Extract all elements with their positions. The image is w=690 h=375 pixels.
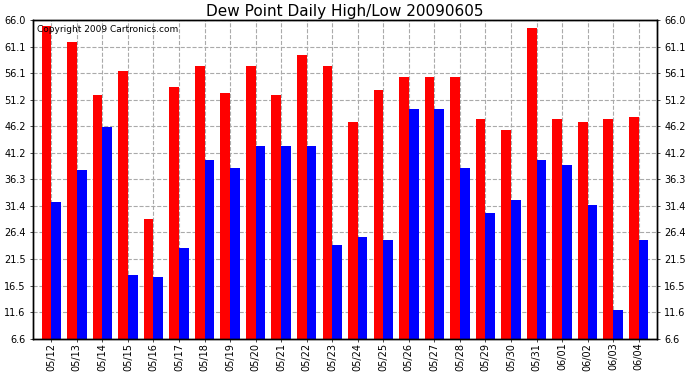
Bar [384,240,393,374]
Bar [588,205,598,374]
Bar [118,71,128,374]
Bar [399,76,409,374]
Bar [639,240,649,374]
Bar [537,160,546,374]
Bar [281,146,291,374]
Bar [613,310,623,374]
Bar [195,66,204,374]
Bar [527,28,537,374]
Text: Copyright 2009 Cartronics.com: Copyright 2009 Cartronics.com [37,25,178,34]
Bar [435,109,444,374]
Bar [322,66,332,374]
Bar [424,76,435,374]
Bar [271,95,281,374]
Bar [409,109,419,374]
Bar [128,275,137,374]
Bar [486,213,495,374]
Bar [67,42,77,374]
Bar [102,128,112,374]
Bar [450,76,460,374]
Bar [204,160,214,374]
Bar [373,90,384,374]
Bar [246,66,255,374]
Bar [476,120,486,374]
Bar [511,200,521,374]
Bar [153,278,163,374]
Title: Dew Point Daily High/Low 20090605: Dew Point Daily High/Low 20090605 [206,4,484,19]
Bar [92,95,102,374]
Bar [306,146,317,374]
Bar [604,120,613,374]
Bar [358,237,368,374]
Bar [562,165,572,374]
Bar [332,245,342,374]
Bar [144,219,153,374]
Bar [51,202,61,374]
Bar [255,146,266,374]
Bar [460,168,470,374]
Bar [297,55,306,374]
Bar [230,168,240,374]
Bar [553,120,562,374]
Bar [348,122,358,374]
Bar [502,130,511,374]
Bar [179,248,188,374]
Bar [169,87,179,374]
Bar [41,26,51,374]
Bar [77,170,86,374]
Bar [578,122,588,374]
Bar [629,117,639,374]
Bar [220,93,230,374]
